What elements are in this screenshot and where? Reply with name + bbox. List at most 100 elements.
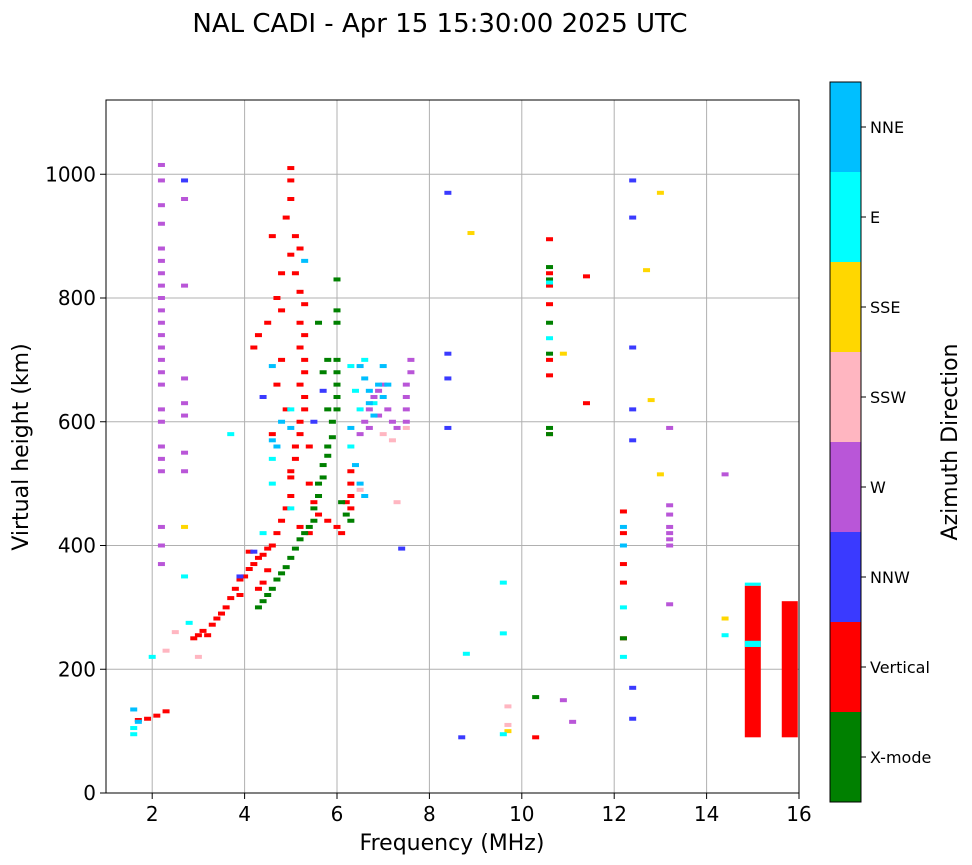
data-point [301, 258, 309, 263]
data-point [287, 425, 295, 430]
x-tick-label: 10 [509, 802, 534, 826]
data-point [333, 382, 341, 387]
data-point [365, 407, 373, 412]
data-point [347, 518, 355, 523]
colorbar-tick-label: E [870, 208, 880, 227]
data-point [310, 518, 318, 523]
data-point [315, 481, 323, 486]
data-point [499, 732, 507, 737]
data-point [190, 636, 198, 641]
data-point [458, 735, 466, 740]
data-point [245, 549, 253, 554]
y-tick-label: 1000 [45, 162, 96, 186]
data-point [287, 178, 295, 183]
data-point [268, 456, 276, 461]
data-point [273, 531, 281, 536]
data-point [291, 456, 299, 461]
x-tick-label: 8 [423, 802, 436, 826]
data-point [398, 546, 406, 551]
data-point [157, 382, 165, 387]
data-point [181, 197, 189, 201]
data-point [291, 546, 299, 551]
data-point [157, 246, 165, 251]
data-point [315, 320, 323, 325]
colorbar-segment-sse [830, 262, 861, 352]
data-point [278, 357, 286, 362]
colorbar-segment-nnw [830, 532, 861, 622]
data-point [278, 571, 286, 576]
data-point [282, 506, 290, 511]
data-point [296, 382, 304, 387]
data-point [287, 475, 295, 480]
data-point [499, 580, 507, 585]
trace-nnw [181, 178, 637, 740]
data-point [301, 531, 309, 536]
data-points [130, 162, 729, 740]
data-point [619, 524, 627, 529]
data-point [273, 296, 281, 300]
data-point [301, 333, 309, 338]
data-point [444, 190, 452, 195]
data-point [324, 357, 332, 362]
data-point [301, 370, 309, 375]
data-point [181, 376, 189, 381]
data-point [245, 567, 253, 572]
colorbar-label: Azimuth Direction [938, 343, 963, 540]
data-point [157, 345, 165, 350]
colorbar-tick-label: NNW [870, 568, 910, 587]
data-point [462, 651, 470, 656]
data-point [259, 552, 267, 557]
data-point [629, 178, 637, 183]
data-point [629, 685, 637, 690]
data-point [499, 631, 507, 636]
data-point [268, 438, 276, 443]
data-point [287, 469, 295, 474]
data-point [629, 345, 637, 350]
x-tick-label: 4 [238, 802, 251, 826]
data-point [278, 308, 286, 313]
data-point [181, 401, 189, 406]
trace-w [157, 162, 729, 724]
data-point [546, 320, 554, 325]
trace-e [130, 280, 729, 737]
data-point [347, 494, 355, 498]
data-point [222, 605, 230, 610]
x-tick-label: 14 [694, 802, 719, 826]
data-point [310, 500, 318, 505]
data-point [301, 407, 309, 412]
data-point [310, 419, 318, 424]
colorbar-segment-e [830, 172, 861, 262]
data-point [181, 413, 189, 418]
data-point [365, 425, 373, 430]
data-point [324, 444, 332, 449]
data-point [157, 333, 165, 338]
data-point [619, 543, 627, 548]
data-point [402, 407, 410, 412]
data-point [328, 419, 336, 424]
colorbar-frame [829, 81, 862, 803]
data-point [347, 481, 355, 486]
data-point [379, 382, 387, 387]
data-point [305, 481, 313, 486]
colorbar-tick-label: SSE [870, 298, 900, 317]
data-point [236, 574, 244, 579]
data-point [153, 713, 161, 718]
data-point [402, 425, 410, 430]
data-point [347, 425, 355, 430]
data-point [213, 616, 221, 621]
data-point [333, 407, 341, 412]
data-point [546, 351, 554, 356]
data-point [264, 593, 272, 597]
data-point [619, 580, 627, 585]
data-point [384, 382, 392, 387]
data-point [546, 425, 554, 430]
data-point [157, 271, 165, 276]
colorbar-segment-w [830, 442, 861, 532]
data-point [268, 432, 276, 437]
data-point [157, 221, 165, 226]
data-point [157, 283, 165, 288]
colorbar-tick-label: NNE [870, 118, 904, 137]
trace-sse [181, 190, 729, 734]
data-point [356, 432, 364, 437]
data-point [351, 388, 359, 393]
